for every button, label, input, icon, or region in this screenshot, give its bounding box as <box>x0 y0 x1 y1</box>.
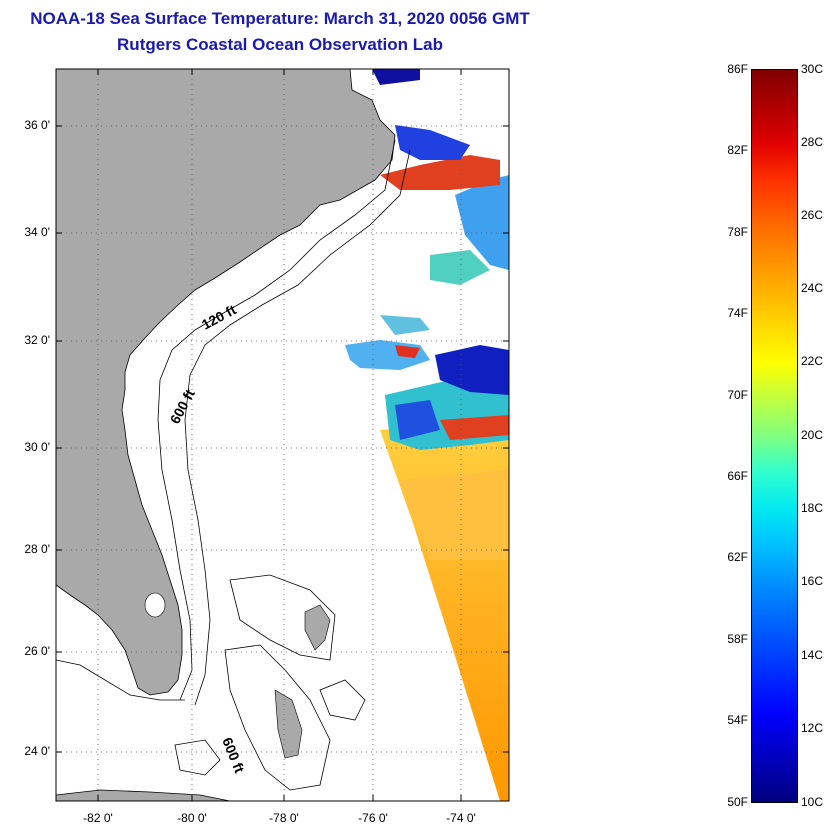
lat-label-34: 34 0' <box>24 225 50 239</box>
lat-label-28: 28 0' <box>24 542 50 556</box>
lake-okeechobee <box>144 592 166 618</box>
lon-label-80: -80 0' <box>177 811 207 825</box>
colorbar-c-label: 18C <box>801 501 824 515</box>
temperature-colorbar <box>751 69 798 803</box>
contour-bahamas-3 <box>174 739 221 776</box>
colorbar-c-label: 26C <box>801 208 824 222</box>
sst-warm-patch <box>400 470 509 560</box>
sst-hot-patch <box>440 415 509 440</box>
colorbar-f-label: 78F <box>727 225 748 239</box>
sst-patch-34n <box>455 175 509 270</box>
colorbar-c-label: 30C <box>801 62 824 76</box>
lon-label-76: -76 0' <box>358 811 388 825</box>
axis-ticks <box>56 69 509 801</box>
land-cuba <box>56 789 231 801</box>
contour-florida-keys <box>56 659 185 701</box>
lon-label-74: -74 0' <box>446 811 476 825</box>
lat-label-30: 30 0' <box>24 440 50 454</box>
sst-cold-patch-31n <box>435 345 509 395</box>
colorbar-f-label: 54F <box>727 713 748 727</box>
colorbar-f-label: 74F <box>727 306 748 320</box>
colorbar-c-label: 22C <box>801 354 824 368</box>
colorbar-c-label: 24C <box>801 281 824 295</box>
sst-hot-patch-32n <box>395 345 420 358</box>
lon-label-78: -78 0' <box>269 811 299 825</box>
sst-cold-patch-37n <box>372 69 420 85</box>
map-subtitle: Rutgers Coastal Ocean Observation Lab <box>117 35 443 54</box>
contour-bahamas-2 <box>224 644 331 791</box>
sst-map: 120 ft 600 ft 600 ft <box>55 68 510 802</box>
sst-cold-patch-36n <box>395 125 470 160</box>
sst-patch-33n <box>430 250 490 285</box>
contour-bahamas-1 <box>229 574 336 661</box>
land-us-coast <box>56 69 396 696</box>
graticule <box>56 69 509 801</box>
lat-label-32: 32 0' <box>24 333 50 347</box>
colorbar-c-label: 28C <box>801 135 824 149</box>
colorbar-f-label: 70F <box>727 388 748 402</box>
map-panel: NOAA-18 Sea Surface Temperature: March 3… <box>24 9 530 825</box>
sst-patch-32n-b <box>380 315 430 335</box>
colorbar-c-label: 10C <box>801 795 824 809</box>
colorbar-f-label: 50F <box>727 795 748 809</box>
colorbar-f-label: 62F <box>727 550 748 564</box>
colorbar-f-label: 66F <box>727 469 748 483</box>
map-title: NOAA-18 Sea Surface Temperature: March 3… <box>30 9 530 28</box>
colorbar-c-label: 12C <box>801 721 824 735</box>
lon-label-82: -82 0' <box>83 811 113 825</box>
colorbar-f-label: 82F <box>727 143 748 157</box>
contour-120ft <box>157 139 396 701</box>
map-frame <box>55 68 510 802</box>
sst-cold-patch <box>395 400 440 440</box>
colorbar-c-label: 14C <box>801 648 824 662</box>
lat-label-24: 24 0' <box>24 744 50 758</box>
colorbar-f-label: 86F <box>727 62 748 76</box>
land-bahamas-andros <box>274 689 303 759</box>
lat-label-26: 26 0' <box>24 644 50 658</box>
colorbar-c-label: 16C <box>801 574 824 588</box>
land-bahamas-north <box>304 604 331 651</box>
sst-hot-patch-35n <box>380 155 500 190</box>
contour-600ft <box>184 149 411 706</box>
colorbar-f-label: 58F <box>727 632 748 646</box>
colorbar-c-label: 20C <box>801 428 824 442</box>
contour-bahamas-4 <box>319 679 366 721</box>
lat-label-36: 36 0' <box>24 118 50 132</box>
